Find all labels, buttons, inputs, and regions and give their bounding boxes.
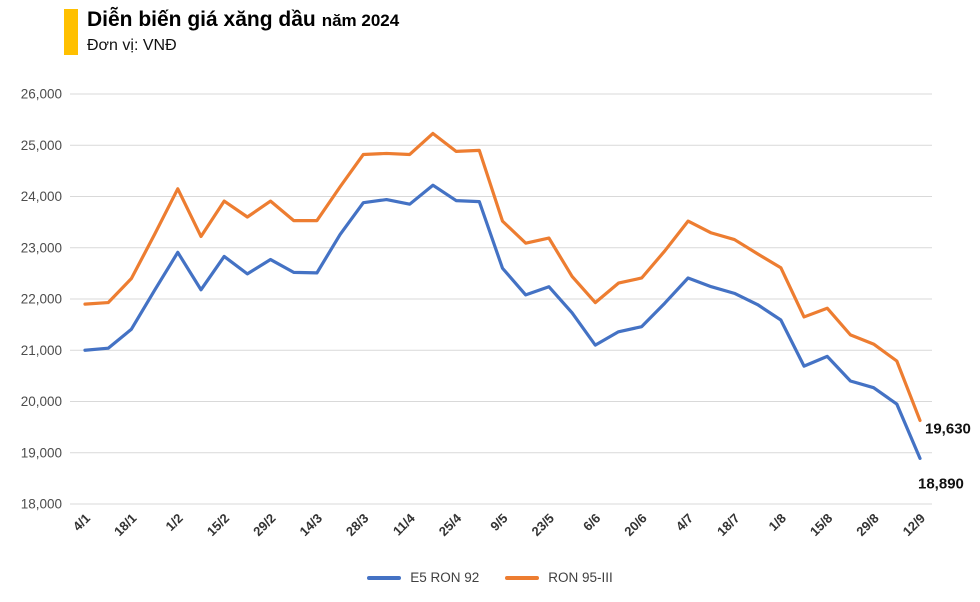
- x-axis-tick-label: 29/8: [853, 511, 882, 540]
- series-end-value-label: 18,890: [918, 475, 964, 492]
- chart-legend: E5 RON 92 RON 95-III: [0, 570, 980, 585]
- x-axis-tick-label: 4/7: [673, 511, 696, 534]
- y-axis-tick-label: 22,000: [21, 292, 62, 307]
- x-axis-tick-label: 23/5: [529, 511, 558, 540]
- legend-item-e5-ron-92: E5 RON 92: [367, 570, 479, 585]
- y-axis-tick-label: 23,000: [21, 240, 62, 255]
- series-line-e5-ron-92: [83, 183, 922, 460]
- x-axis-tick-label: 28/3: [343, 511, 372, 540]
- y-axis-tick-label: 24,000: [21, 189, 62, 204]
- x-axis-tick-label: 4/1: [70, 511, 93, 534]
- page-title: Diễn biến giá xăng dầu năm 2024: [87, 8, 400, 31]
- x-axis-tick-label: 12/9: [900, 511, 929, 540]
- x-axis-tick-label: 1/8: [766, 511, 789, 534]
- x-axis-tick-label: 20/6: [621, 511, 650, 540]
- y-axis-tick-label: 26,000: [21, 87, 62, 102]
- y-axis-tick-label: 19,000: [21, 445, 62, 460]
- x-axis-tick-label: 29/2: [250, 511, 279, 540]
- y-axis-tick-label: 20,000: [21, 394, 62, 409]
- series-line-ron-95-iii: [83, 131, 922, 423]
- x-axis-tick-label: 6/6: [580, 511, 603, 534]
- x-axis-tick-label: 1/2: [163, 511, 186, 534]
- x-axis-tick-label: 14/3: [297, 511, 326, 540]
- legend-swatch-blue-line: [367, 575, 402, 580]
- y-axis-tick-label: 25,000: [21, 138, 62, 153]
- legend-label: E5 RON 92: [410, 570, 480, 585]
- chart-header: Diễn biến giá xăng dầu năm 2024 Đơn vị: V…: [64, 8, 400, 55]
- x-axis-tick-label: 18/7: [714, 511, 743, 540]
- page-title-suffix: năm 2024: [321, 11, 400, 30]
- x-axis-tick-label: 11/4: [390, 510, 419, 539]
- y-axis-tick-label: 21,000: [21, 343, 62, 358]
- x-axis-tick-label: 15/2: [204, 511, 233, 540]
- page-title-main: Diễn biến giá xăng dầu: [87, 8, 316, 31]
- legend-label: RON 95-III: [548, 570, 613, 585]
- x-axis-tick-label: 18/1: [111, 511, 140, 540]
- series-end-value-label: 19,630: [925, 420, 971, 437]
- title-block: Diễn biến giá xăng dầu năm 2024 Đơn vị: V…: [87, 8, 400, 55]
- legend-swatch-orange-line: [505, 575, 540, 580]
- y-axis-tick-label: 18,000: [21, 497, 62, 512]
- unit-label: Đơn vị: VNĐ: [87, 37, 177, 55]
- x-axis-tick-label: 25/4: [436, 510, 465, 539]
- x-axis-tick-label: 15/8: [807, 511, 836, 540]
- legend-item-ron-95-iii: RON 95-III: [505, 570, 613, 585]
- x-axis-tick-label: 9/5: [487, 511, 510, 534]
- title-accent-bar: [64, 9, 78, 55]
